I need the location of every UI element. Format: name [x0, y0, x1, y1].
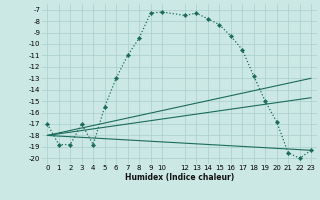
- X-axis label: Humidex (Indice chaleur): Humidex (Indice chaleur): [124, 173, 234, 182]
